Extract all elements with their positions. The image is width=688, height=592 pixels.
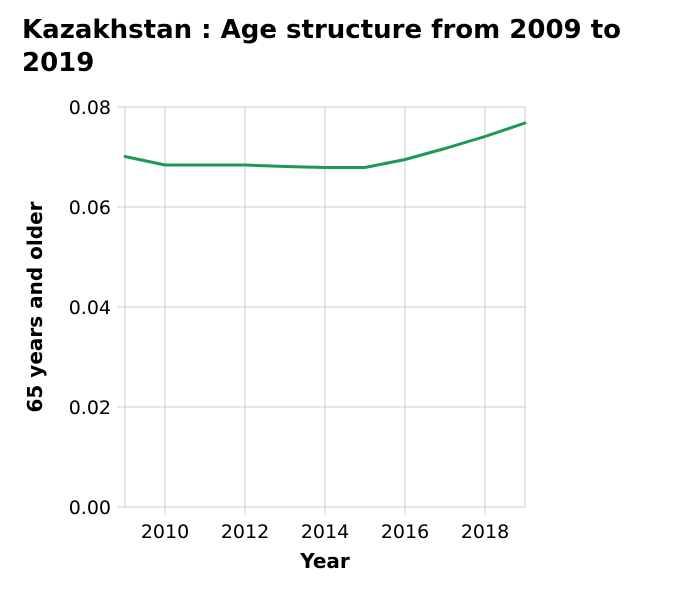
x-tick-label: 2014 xyxy=(301,521,349,543)
y-tick-label: 0.02 xyxy=(69,397,111,419)
y-tick-label: 0.00 xyxy=(69,497,111,519)
series-line xyxy=(123,121,527,169)
x-tick-label: 2016 xyxy=(381,521,429,543)
tick-labels: 0.00 0.02 0.04 0.06 0.08 2010 2012 2014 2016 2018 xyxy=(69,97,509,543)
chart-title: Kazakhstan : Age structure from 2009 to … xyxy=(22,15,621,78)
x-tick-label: 2018 xyxy=(461,521,509,543)
y-axis-label: 65 years and older xyxy=(23,201,47,412)
x-tick-label: 2010 xyxy=(141,521,189,543)
y-tick-label: 0.08 xyxy=(69,97,111,119)
grid-lines xyxy=(117,106,526,515)
series-lines xyxy=(123,121,527,169)
y-tick-label: 0.06 xyxy=(69,197,111,219)
x-tick-label: 2012 xyxy=(221,521,269,543)
x-axis-label: Year xyxy=(299,549,350,573)
y-tick-label: 0.04 xyxy=(69,297,111,319)
